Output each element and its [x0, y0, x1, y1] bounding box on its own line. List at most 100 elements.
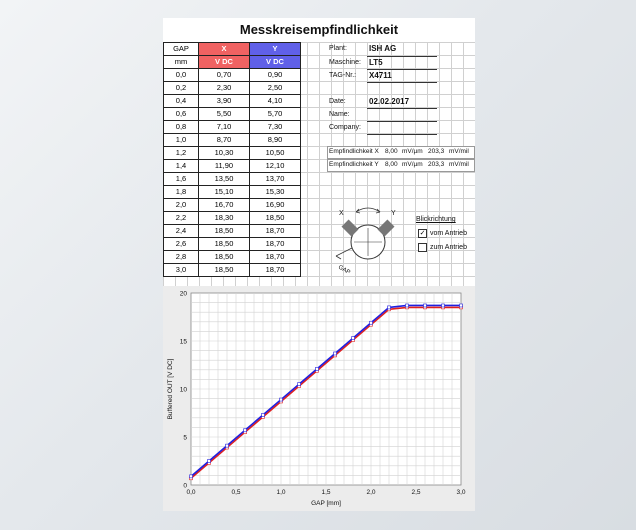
probe-diagram: X Y GAP: [335, 207, 396, 276]
table-cell: 10,50: [249, 146, 301, 160]
option2-checkbox[interactable]: [418, 243, 427, 252]
name-label: Name:: [329, 111, 350, 118]
data-point: [369, 320, 373, 325]
y-tick-label: 0: [183, 483, 187, 490]
table-cell: 18,70: [249, 237, 301, 251]
sens-x-unit1: mV/µm: [402, 148, 423, 155]
data-point: [315, 367, 319, 371]
table-cell: 5,50: [198, 107, 250, 121]
data-point: [279, 397, 283, 402]
table-row: 3,0 18,50 18,70: [163, 263, 301, 277]
table-cell: 18,70: [249, 250, 301, 264]
table-row: 2,8 18,50 18,70: [163, 250, 301, 264]
table-cell: 1,4: [163, 159, 199, 173]
table-cell: 0,6: [163, 107, 199, 121]
table-cell: 4,10: [249, 94, 301, 108]
probe-y-label: Y: [391, 210, 396, 217]
data-point: [297, 382, 301, 386]
gap-chart: 0,0 0,5 1,0 1,5 2,0 2,5 3,0 0 5 10 15 20 GAP [mm] Buf…: [167, 291, 466, 508]
plant-label: Plant:: [329, 45, 347, 52]
x-tick-label: 2,0: [366, 489, 375, 496]
table-cell: 16,70: [198, 198, 250, 212]
table-cell: 0,2: [163, 81, 199, 95]
option2-label: zum Antrieb: [430, 244, 467, 251]
date-label: Date:: [329, 98, 346, 105]
tag-value[interactable]: X4711: [369, 71, 392, 80]
table-cell: X: [198, 42, 250, 56]
y-tick-label: 15: [180, 339, 188, 346]
table-cell: 1,8: [163, 185, 199, 199]
company-label: Company:: [329, 124, 361, 131]
page-title: Messkreisempfindlichkeit: [239, 22, 399, 37]
table-cell: 18,30: [198, 211, 250, 225]
table-cell: 13,70: [249, 172, 301, 186]
table-cell: 0,0: [163, 68, 199, 82]
table-cell: 18,70: [249, 263, 301, 277]
gap-diagram-label: GAP: [337, 265, 351, 276]
tag-label: TAG-Nr.:: [329, 72, 357, 79]
table-row: 1,8 15,10 15,30: [163, 185, 301, 199]
table-cell: 1,2: [163, 146, 199, 160]
data-point: [207, 459, 211, 463]
table-row: 2,4 18,50 18,70: [163, 224, 301, 238]
table-row: 0,4 3,90 4,10: [163, 94, 301, 108]
table-cell: 18,50: [249, 211, 301, 225]
machine-value[interactable]: LT5: [369, 58, 383, 67]
table-row: 0,0 0,70 0,90: [163, 68, 301, 82]
table-row: 0,8 7,10 7,30: [163, 120, 301, 134]
table-row: 2,0 16,70 16,90: [163, 198, 301, 212]
table-cell: Y: [249, 42, 301, 56]
data-point: [441, 303, 445, 308]
table-row: 0,2 2,30 2,50: [163, 81, 301, 95]
table-cell: 16,90: [249, 198, 301, 212]
table-cell: V DC: [249, 55, 301, 69]
date-value[interactable]: 02.02.2017: [369, 97, 410, 106]
table-cell: 8,90: [249, 133, 301, 147]
table-cell: 18,50: [198, 224, 250, 238]
data-point: [351, 336, 355, 340]
y-tick-label: 10: [180, 387, 188, 394]
table-cell: mm: [163, 55, 199, 69]
table-cell: 1,0: [163, 133, 199, 147]
chart-panel: 0,0 0,5 1,0 1,5 2,0 2,5 3,0 0 5 10 15 20 GAP [mm] Buf…: [163, 286, 475, 511]
table-cell: 5,70: [249, 107, 301, 121]
y-axis-label: Buffered OUT [V DC]: [167, 358, 174, 419]
probe-y-shape: [377, 219, 395, 237]
table-row: 1,2 10,30 10,50: [163, 146, 301, 160]
plant-value[interactable]: ISH AG: [369, 44, 397, 53]
data-point: [225, 443, 229, 448]
sens-y-unit2: mV/mil: [449, 161, 469, 168]
table-cell: 15,10: [198, 185, 250, 199]
table-row: 2,2 18,30 18,50: [163, 211, 301, 225]
table-cell: 0,4: [163, 94, 199, 108]
table-cell: 13,50: [198, 172, 250, 186]
sens-x-value2: 203,3: [428, 148, 445, 155]
data-point: [459, 303, 463, 308]
table-cell: 0,8: [163, 120, 199, 134]
table-cell: 18,50: [198, 250, 250, 264]
data-point: [261, 413, 265, 417]
x-tick-label: 0,0: [186, 489, 195, 496]
table-cell: 18,70: [249, 224, 301, 238]
table-cell: 2,6: [163, 237, 199, 251]
option1-checkbox[interactable]: ✓: [418, 229, 427, 238]
view-direction-title: Blickrichtung: [416, 216, 456, 223]
sens-y-unit1: mV/µm: [402, 161, 423, 168]
table-cell: 2,4: [163, 224, 199, 238]
table-row: 1,6 13,50 13,70: [163, 172, 301, 186]
table-cell: V DC: [198, 55, 250, 69]
x-tick-label: 2,5: [411, 489, 420, 496]
data-point: [189, 474, 193, 479]
table-cell: 2,50: [249, 81, 301, 95]
table-cell: 12,10: [249, 159, 301, 173]
table-cell: 18,50: [198, 263, 250, 277]
x-tick-label: 0,5: [231, 489, 240, 496]
x-axis-label: GAP [mm]: [311, 500, 341, 507]
sens-x-unit2: mV/mil: [449, 148, 469, 155]
x-tick-label: 3,0: [456, 489, 465, 496]
table-cell: GAP: [163, 42, 199, 56]
table-cell: 8,70: [198, 133, 250, 147]
table-cell: 0,90: [249, 68, 301, 82]
